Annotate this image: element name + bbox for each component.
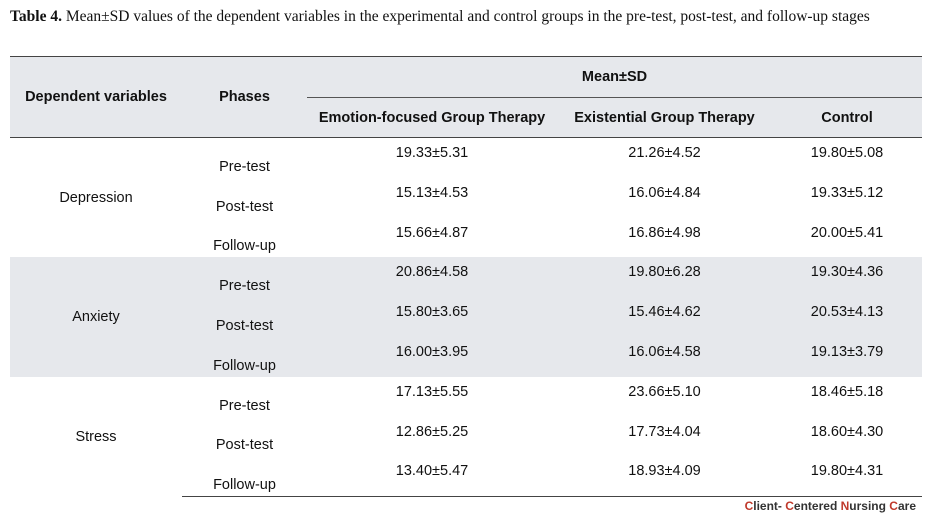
table-row: Post-test 15.13±4.53 16.06±4.84 19.33±5.… <box>10 178 922 218</box>
value-cell: 19.30±4.36 <box>772 257 923 298</box>
caption-label: Table 4. <box>10 8 62 25</box>
group-label: Anxiety <box>10 257 182 377</box>
phase-cell: Post-test <box>215 437 274 454</box>
value-cell: 12.86±5.25 <box>395 423 469 440</box>
phase-cell: Pre-test <box>219 158 270 175</box>
table-row: Post-test 15.80±3.65 15.46±4.62 20.53±4.… <box>10 297 923 337</box>
value-cell: 17.73±4.04 <box>628 423 701 440</box>
table-row: Stress Pre-test 17.13±5.55 23.66±5.10 18… <box>10 377 922 445</box>
table-row: Follow-up 16.00±3.95 16.06±4.58 19.13±3.… <box>10 336 923 377</box>
value-cell: 20.86±4.58 <box>307 257 557 298</box>
phase-cell: Follow-up <box>182 336 307 377</box>
value-cell: 16.00±3.95 <box>307 336 557 377</box>
phase-cell: Post-test <box>215 198 274 215</box>
phase-cell: Post-test <box>182 297 307 337</box>
journal-footer: Client- Centered Nursing Care <box>744 499 916 513</box>
value-cell: 20.00±5.41 <box>810 224 884 241</box>
value-cell: 17.13±5.55 <box>395 383 469 400</box>
value-cell: 15.80±3.65 <box>307 297 557 337</box>
header-existential: Existential Group Therapy <box>557 97 772 138</box>
value-cell: 16.06±4.58 <box>557 336 772 377</box>
header-dependent-variables: Dependent variables <box>10 56 182 138</box>
value-cell: 21.26±4.52 <box>628 145 701 161</box>
table-caption: Table 4. Mean±SD values of the dependent… <box>10 6 922 27</box>
value-cell: 19.33±5.12 <box>810 184 884 201</box>
value-cell: 19.80±5.08 <box>810 145 884 161</box>
value-cell: 19.13±3.79 <box>772 336 923 377</box>
value-cell: 23.66±5.10 <box>628 383 701 400</box>
table-row: Anxiety Pre-test 20.86±4.58 19.80±6.28 1… <box>10 257 923 377</box>
caption-text: Mean±SD values of the dependent variable… <box>61 8 870 25</box>
value-cell: 18.60±4.30 <box>810 423 884 440</box>
value-cell: 20.53±4.13 <box>772 297 923 337</box>
value-cell: 16.86±4.98 <box>628 224 701 241</box>
value-cell: 18.93±4.09 <box>557 456 772 498</box>
value-cell: 19.80±6.28 <box>557 257 772 298</box>
header-control: Control <box>772 97 923 138</box>
value-cell: 19.33±5.31 <box>395 145 469 161</box>
phase-cell: Pre-test <box>219 397 270 414</box>
header-mean-sd: Mean±SD <box>307 56 923 98</box>
value-cell: 19.80±4.31 <box>772 456 923 498</box>
value-cell: 18.46±5.18 <box>810 383 884 400</box>
table-row: Post-test 12.86±5.25 17.73±4.04 18.60±4.… <box>10 417 922 457</box>
group-label: Depression <box>59 189 133 206</box>
table-row: Follow-up 15.66±4.87 16.86±4.98 20.00±5.… <box>10 218 922 258</box>
results-table: Dependent variables Phases Mean±SD Emoti… <box>10 56 923 498</box>
value-cell: 16.06±4.84 <box>628 184 701 201</box>
phase-cell: Follow-up <box>182 456 307 498</box>
value-cell: 13.40±5.47 <box>307 456 557 498</box>
phase-cell: Pre-test <box>182 257 307 298</box>
value-cell: 15.13±4.53 <box>395 184 469 201</box>
phase-cell: Follow-up <box>213 238 276 255</box>
table-row: Follow-up 13.40±5.47 18.93±4.09 19.80±4.… <box>10 456 923 498</box>
header-phases: Phases <box>182 56 307 138</box>
group-label: Stress <box>75 428 117 445</box>
table-row: Depression Pre-test 19.33±5.31 21.26±4.5… <box>10 138 922 206</box>
value-cell: 15.66±4.87 <box>395 224 469 241</box>
header-emotion-focused: Emotion-focused Group Therapy <box>307 97 557 138</box>
value-cell: 15.46±4.62 <box>557 297 772 337</box>
